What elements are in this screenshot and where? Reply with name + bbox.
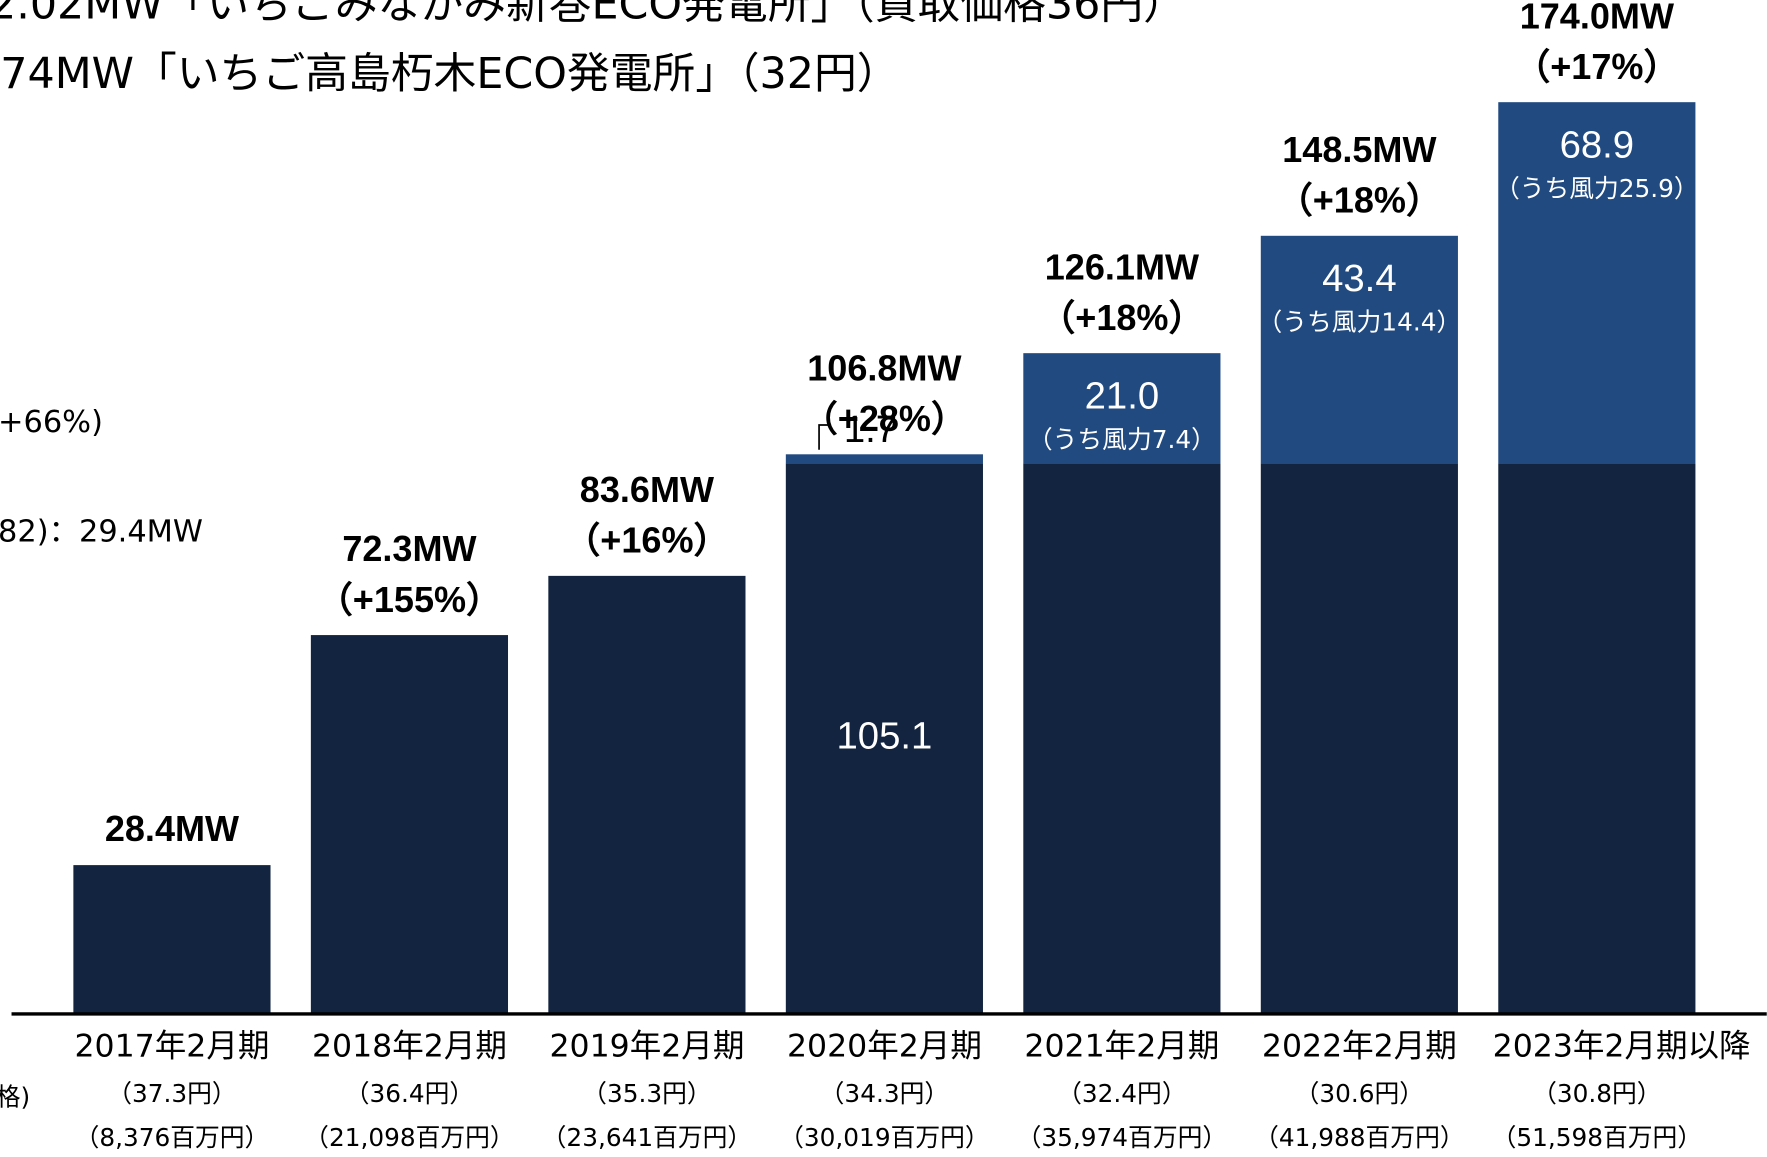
bar-segment <box>548 575 746 1014</box>
segment-label: 43.4 <box>1322 257 1397 300</box>
annotation: 格) <box>0 1082 30 1111</box>
growth-label: （+155%） <box>317 579 502 620</box>
x-tick-label: 2022年2月期 <box>1262 1029 1457 1065</box>
bar-segment <box>1498 463 1696 1014</box>
total-label: 126.1MW <box>1045 246 1199 287</box>
growth-label: （+18%） <box>1039 297 1204 338</box>
segment-sub-label: （うち風力25.9） <box>1495 174 1699 203</box>
label-bracket <box>818 424 829 450</box>
segment-label: 105.1 <box>836 715 932 758</box>
amount-label: （51,598百万円） <box>1492 1123 1702 1152</box>
price-label: （34.3円） <box>820 1079 949 1108</box>
bar-segment <box>310 635 509 1014</box>
amount-label: （21,098百万円） <box>304 1123 514 1152</box>
annotation: 74MW「いちご高島朽木ECO発電所」（32円） <box>0 49 899 99</box>
amount-label: （23,641百万円） <box>542 1123 752 1152</box>
amount-label: （35,974百万円） <box>1017 1123 1227 1152</box>
amount-label: （30,019百万円） <box>779 1123 989 1152</box>
price-label: （30.8円） <box>1532 1079 1661 1108</box>
price-label: （37.3円） <box>107 1079 236 1108</box>
bar-segment <box>1260 463 1458 1014</box>
growth-label: （+16%） <box>564 520 729 561</box>
segment-sub-label: （うち風力14.4） <box>1257 308 1461 337</box>
amount-label: （8,376百万円） <box>75 1123 270 1152</box>
price-label: （35.3円） <box>582 1079 711 1108</box>
annotation: 82)：29.4MW <box>0 514 203 549</box>
price-label: （32.4円） <box>1057 1079 1186 1108</box>
bar-segment <box>785 463 983 1014</box>
bar-segment <box>1498 102 1696 464</box>
x-tick-label: 2017年2月期 <box>74 1029 269 1065</box>
x-tick-label: 2019年2月期 <box>549 1029 744 1065</box>
total-label: 106.8MW <box>807 347 961 388</box>
price-label: （30.6円） <box>1295 1079 1424 1108</box>
bar-segment <box>1023 353 1221 464</box>
total-label: 28.4MW <box>105 808 239 849</box>
segment-label: 68.9 <box>1560 123 1635 166</box>
annotation: ) <box>0 1127 1 1156</box>
bar-segment <box>785 454 983 464</box>
bar-segment <box>1260 235 1458 464</box>
annotation: +66%) <box>0 405 103 440</box>
segment-label: 1.7 <box>844 408 897 451</box>
total-label: 174.0MW <box>1520 0 1674 36</box>
bar-segment <box>73 865 271 1014</box>
segment-label: 21.0 <box>1085 374 1160 417</box>
amount-label: （41,988百万円） <box>1254 1123 1464 1152</box>
growth-label: （+17%） <box>1514 46 1679 87</box>
annotation: 2.02MW「いちごみなかみ新巻ECO発電所」（買取価格36円） <box>0 0 1186 29</box>
growth-label: （+28%） <box>802 398 967 439</box>
bar-segment <box>1023 463 1221 1014</box>
total-label: 72.3MW <box>342 528 476 569</box>
x-tick-label: 2023年2月期以降 <box>1493 1029 1751 1065</box>
price-label: （36.4円） <box>345 1079 474 1108</box>
growth-label: （+18%） <box>1277 180 1442 221</box>
x-tick-label: 2018年2月期 <box>312 1029 507 1065</box>
x-tick-label: 2021年2月期 <box>1024 1029 1219 1065</box>
segment-sub-label: （うち風力7.4） <box>1028 425 1216 454</box>
x-tick-label: 2020年2月期 <box>787 1029 982 1065</box>
total-label: 148.5MW <box>1282 129 1436 170</box>
total-label: 83.6MW <box>580 469 714 510</box>
